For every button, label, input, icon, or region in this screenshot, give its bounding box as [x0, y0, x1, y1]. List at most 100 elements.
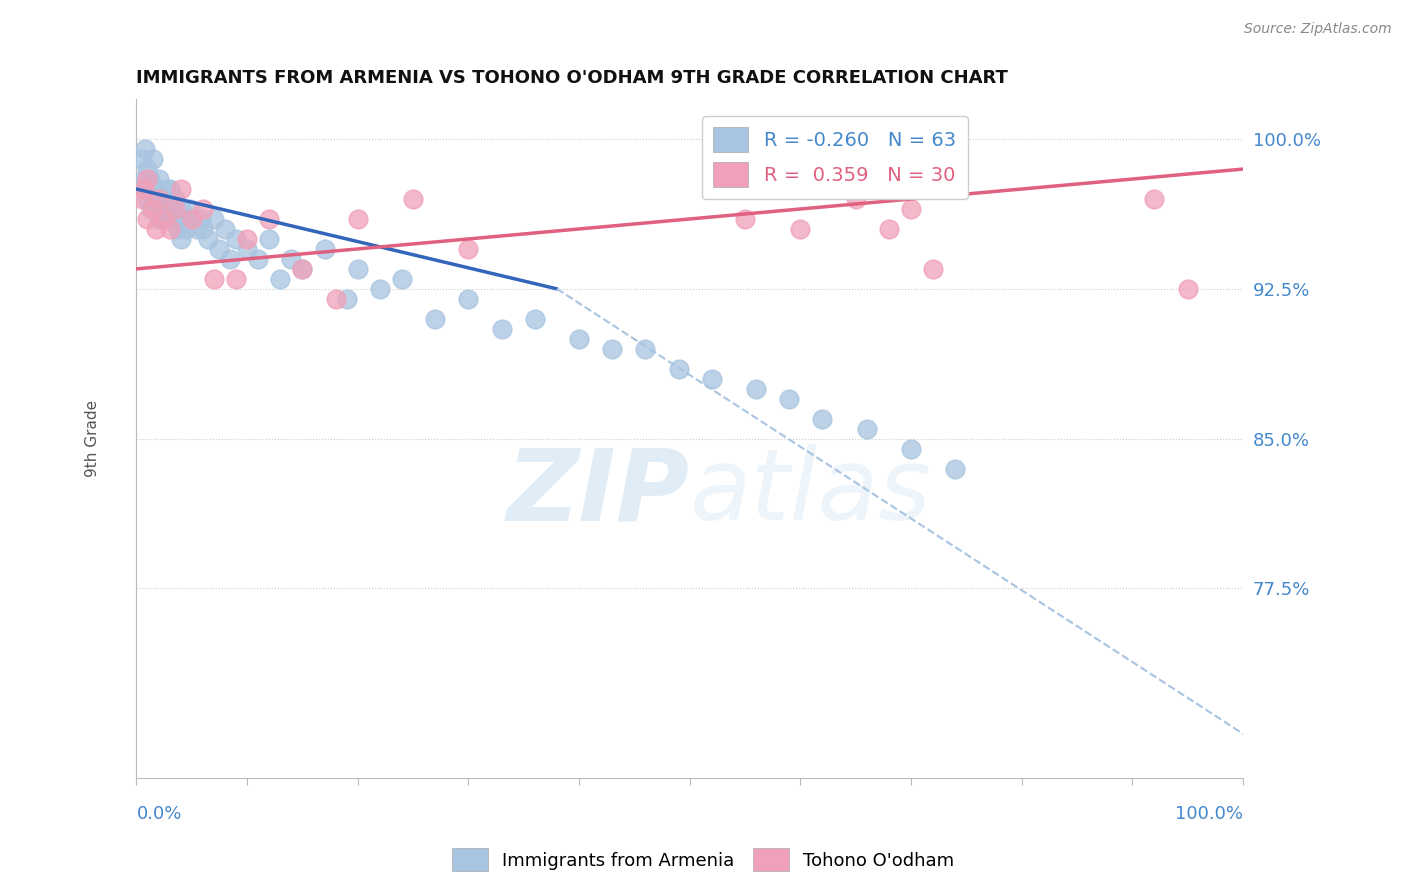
Point: [149, 192, 172, 206]
Point: [314, 242, 336, 256]
Point: [142, 192, 165, 206]
Point: [165, 202, 187, 216]
Point: [257, 232, 280, 246]
Point: [169, 232, 191, 246]
Point: [136, 211, 159, 226]
Point: [668, 361, 690, 376]
Point: [180, 211, 202, 226]
Point: [142, 152, 165, 166]
Point: [855, 422, 877, 436]
Text: ZIP: ZIP: [506, 444, 690, 541]
Point: [225, 272, 247, 286]
Point: [153, 211, 176, 226]
Point: [568, 332, 591, 346]
Point: [600, 342, 623, 356]
Point: [402, 192, 425, 206]
Point: [900, 202, 922, 216]
Point: [136, 162, 159, 177]
Point: [159, 182, 181, 196]
Point: [523, 311, 546, 326]
Point: [202, 211, 225, 226]
Point: [457, 242, 479, 256]
Point: [134, 142, 156, 156]
Text: Source: ZipAtlas.com: Source: ZipAtlas.com: [1244, 22, 1392, 37]
Point: [943, 461, 966, 475]
Point: [134, 182, 156, 196]
Point: [155, 182, 177, 196]
Point: [159, 222, 181, 236]
Point: [174, 222, 197, 236]
Point: [225, 232, 247, 246]
Text: 0.0%: 0.0%: [136, 805, 181, 823]
Point: [491, 322, 513, 336]
Point: [1143, 192, 1166, 206]
Point: [634, 342, 657, 356]
Point: [138, 172, 160, 186]
Point: [148, 192, 170, 206]
Point: [291, 261, 314, 276]
Point: [346, 261, 368, 276]
Point: [269, 272, 291, 286]
Point: [156, 211, 179, 226]
Point: [700, 372, 723, 386]
Point: [457, 292, 479, 306]
Point: [219, 252, 242, 266]
Point: [1177, 282, 1199, 296]
Point: [142, 202, 165, 216]
Point: [148, 211, 170, 226]
Point: [236, 232, 259, 246]
Point: [745, 382, 768, 396]
Point: [160, 202, 183, 216]
Point: [139, 202, 162, 216]
Point: [336, 292, 359, 306]
Point: [191, 202, 214, 216]
Point: [280, 252, 302, 266]
Point: [346, 211, 368, 226]
Point: [922, 261, 945, 276]
Point: [811, 411, 834, 425]
Point: [136, 182, 159, 196]
Point: [153, 202, 176, 216]
Point: [734, 211, 756, 226]
Point: [877, 222, 900, 236]
Point: [845, 192, 868, 206]
Point: [145, 222, 167, 236]
Point: [186, 222, 208, 236]
Point: [202, 272, 225, 286]
Point: [179, 202, 201, 216]
Point: [191, 222, 214, 236]
Point: [778, 392, 800, 406]
Point: [180, 211, 202, 226]
Point: [214, 222, 236, 236]
Point: [134, 172, 156, 186]
Point: [159, 211, 181, 226]
Point: [131, 192, 153, 206]
Point: [325, 292, 347, 306]
Point: [136, 172, 159, 186]
Point: [425, 311, 447, 326]
Point: [247, 252, 270, 266]
Point: [391, 272, 413, 286]
Point: [789, 222, 811, 236]
Text: 9th Grade: 9th Grade: [84, 400, 100, 477]
Point: [172, 211, 194, 226]
Point: [131, 152, 153, 166]
Legend: R = -0.260   N = 63, R =  0.359   N = 30: R = -0.260 N = 63, R = 0.359 N = 30: [702, 116, 967, 199]
Legend: Immigrants from Armenia, Tohono O'odham: Immigrants from Armenia, Tohono O'odham: [444, 841, 962, 879]
Point: [167, 222, 190, 236]
Point: [190, 211, 212, 226]
Point: [291, 261, 314, 276]
Point: [169, 202, 191, 216]
Point: [900, 442, 922, 456]
Point: [165, 192, 187, 206]
Text: 100.0%: 100.0%: [1175, 805, 1243, 823]
Text: atlas: atlas: [690, 444, 931, 541]
Point: [208, 242, 231, 256]
Point: [236, 242, 259, 256]
Text: IMMIGRANTS FROM ARMENIA VS TOHONO O'ODHAM 9TH GRADE CORRELATION CHART: IMMIGRANTS FROM ARMENIA VS TOHONO O'ODHA…: [136, 69, 1008, 87]
Point: [368, 282, 391, 296]
Point: [197, 232, 219, 246]
Point: [145, 182, 167, 196]
Point: [169, 182, 191, 196]
Point: [148, 172, 170, 186]
